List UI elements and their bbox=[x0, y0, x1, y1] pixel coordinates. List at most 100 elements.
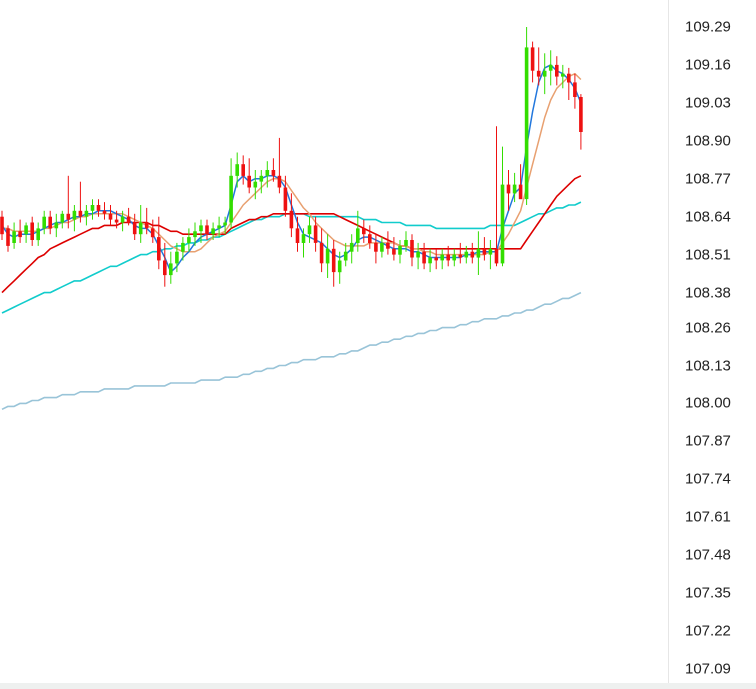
candle-body bbox=[530, 47, 535, 71]
candle-body bbox=[440, 254, 444, 261]
candle-down bbox=[126, 207, 131, 226]
candle-down bbox=[163, 242, 167, 287]
candle-body bbox=[217, 225, 221, 229]
candle-body bbox=[289, 210, 294, 229]
candle-body bbox=[126, 216, 131, 223]
candle-up bbox=[24, 222, 28, 243]
candle-body bbox=[108, 213, 113, 220]
candle-body bbox=[199, 225, 203, 232]
bottom-scroll-strip bbox=[0, 683, 756, 689]
candle-body bbox=[60, 213, 65, 223]
candle-up bbox=[307, 216, 312, 243]
candle-body bbox=[404, 240, 408, 246]
candle-down bbox=[277, 137, 282, 194]
candle-up bbox=[542, 53, 547, 95]
candle-body bbox=[452, 254, 456, 261]
candle-up bbox=[72, 205, 77, 232]
candle-body bbox=[90, 205, 95, 211]
candle-down bbox=[482, 237, 487, 261]
candle-body bbox=[120, 216, 125, 223]
candle-down bbox=[319, 228, 324, 273]
candle-down bbox=[108, 205, 113, 226]
candle-body bbox=[512, 184, 517, 194]
candle-body bbox=[66, 213, 71, 220]
candle-up bbox=[356, 210, 360, 252]
candle-up bbox=[187, 228, 191, 252]
y-tick-label: 108.26 bbox=[685, 319, 731, 337]
candle-body bbox=[337, 260, 342, 273]
candle-body bbox=[84, 210, 89, 217]
candle-body bbox=[579, 97, 583, 132]
candle-body bbox=[271, 170, 276, 176]
candle-body bbox=[536, 70, 541, 77]
y-tick-label: 107.74 bbox=[685, 470, 731, 488]
candle-down bbox=[536, 47, 541, 86]
candle-body bbox=[458, 254, 463, 258]
candle-up bbox=[120, 210, 125, 232]
candle-up bbox=[440, 248, 444, 270]
candle-down bbox=[567, 67, 571, 100]
candle-body bbox=[181, 242, 185, 252]
candle-body bbox=[72, 210, 77, 220]
candle-body bbox=[506, 184, 511, 194]
candle-up bbox=[524, 27, 529, 205]
candle-down bbox=[247, 158, 251, 194]
ma-longest-line bbox=[1, 291, 582, 411]
candle-down bbox=[114, 210, 119, 229]
candle-down bbox=[573, 73, 577, 109]
candle-body bbox=[392, 248, 396, 255]
candle-body bbox=[138, 222, 143, 235]
candle-up bbox=[199, 219, 203, 243]
candle-up bbox=[211, 222, 215, 240]
candle-up bbox=[235, 152, 239, 188]
candle-body bbox=[410, 240, 414, 258]
candle-down bbox=[506, 170, 511, 211]
candle-down bbox=[96, 199, 101, 217]
candle-down bbox=[66, 175, 71, 229]
candle-down bbox=[494, 126, 499, 267]
candle-body bbox=[573, 82, 577, 97]
candle-up bbox=[54, 213, 59, 238]
candle-up bbox=[217, 216, 221, 238]
candle-body bbox=[470, 251, 475, 258]
candle-down bbox=[0, 210, 4, 240]
y-tick-label: 108.77 bbox=[685, 170, 731, 188]
candle-up bbox=[349, 234, 354, 264]
candle-up bbox=[259, 170, 264, 194]
candle-up bbox=[193, 222, 197, 246]
candle-down bbox=[271, 158, 276, 182]
y-tick-label: 108.64 bbox=[685, 208, 731, 226]
candle-up bbox=[548, 50, 553, 86]
candle-up bbox=[343, 242, 348, 267]
candle-body bbox=[325, 248, 330, 264]
candle-body bbox=[193, 231, 197, 238]
candle-down bbox=[368, 225, 372, 249]
candle-down bbox=[241, 155, 245, 185]
candle-body bbox=[169, 263, 173, 276]
candle-up bbox=[90, 199, 95, 220]
candle-up bbox=[398, 240, 402, 264]
candle-body bbox=[42, 216, 46, 229]
candle-body bbox=[476, 248, 481, 258]
y-tick-label: 107.09 bbox=[685, 660, 731, 678]
candle-down bbox=[422, 242, 426, 270]
candle-body bbox=[36, 228, 40, 241]
candle-body bbox=[235, 164, 239, 176]
candle-body bbox=[331, 248, 336, 273]
candle-body bbox=[307, 225, 312, 235]
candle-up bbox=[229, 158, 233, 229]
y-tick-label: 109.03 bbox=[685, 94, 731, 112]
y-tick-label: 107.61 bbox=[685, 508, 731, 526]
y-tick-label: 107.35 bbox=[685, 584, 731, 602]
candle-down bbox=[6, 225, 10, 252]
candle-body bbox=[295, 228, 300, 243]
candle-up bbox=[84, 205, 89, 226]
candle-up bbox=[404, 231, 408, 252]
candle-body bbox=[132, 222, 137, 235]
candle-down bbox=[530, 41, 535, 83]
candle-body bbox=[283, 187, 288, 211]
candle-body bbox=[211, 228, 215, 235]
y-tick-label: 108.51 bbox=[685, 246, 731, 264]
candle-down bbox=[518, 164, 523, 200]
chart-plot-area[interactable] bbox=[0, 0, 668, 683]
